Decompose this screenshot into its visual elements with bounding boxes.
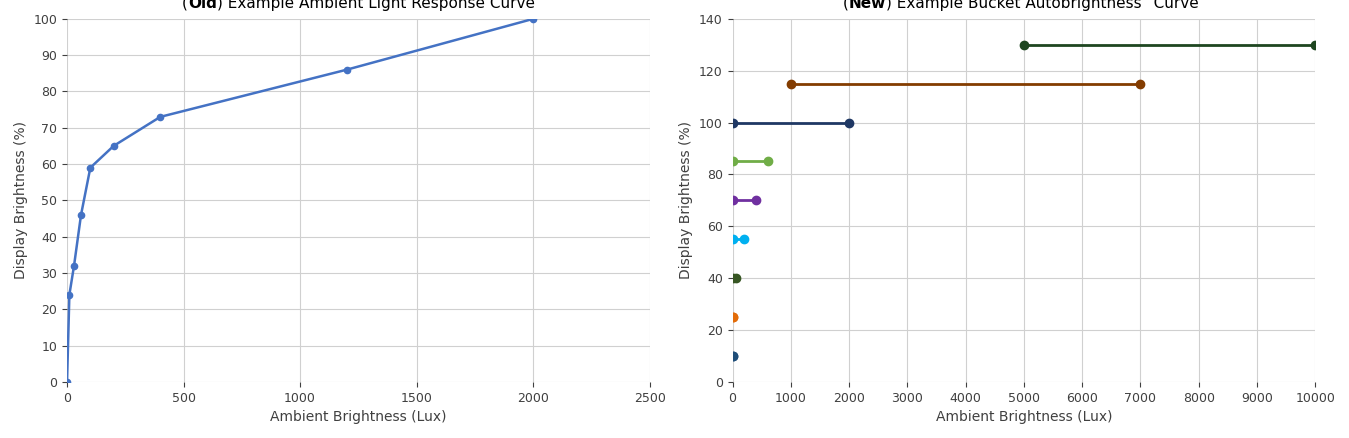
Y-axis label: Display Brightness (%): Display Brightness (%) bbox=[13, 121, 28, 279]
Text: (: ( bbox=[842, 0, 849, 11]
Y-axis label: Display Brightness (%): Display Brightness (%) bbox=[680, 121, 693, 279]
Text: New: New bbox=[849, 0, 885, 11]
X-axis label: Ambient Brightness (Lux): Ambient Brightness (Lux) bbox=[936, 410, 1112, 424]
X-axis label: Ambient Brightness (Lux): Ambient Brightness (Lux) bbox=[270, 410, 447, 424]
Text: (: ( bbox=[182, 0, 188, 11]
Text: ) Example Bucket Autobrightness "Curve": ) Example Bucket Autobrightness "Curve" bbox=[885, 0, 1206, 11]
Text: ) Example Ambient Light Response Curve: ) Example Ambient Light Response Curve bbox=[217, 0, 534, 11]
Text: Old: Old bbox=[188, 0, 217, 11]
